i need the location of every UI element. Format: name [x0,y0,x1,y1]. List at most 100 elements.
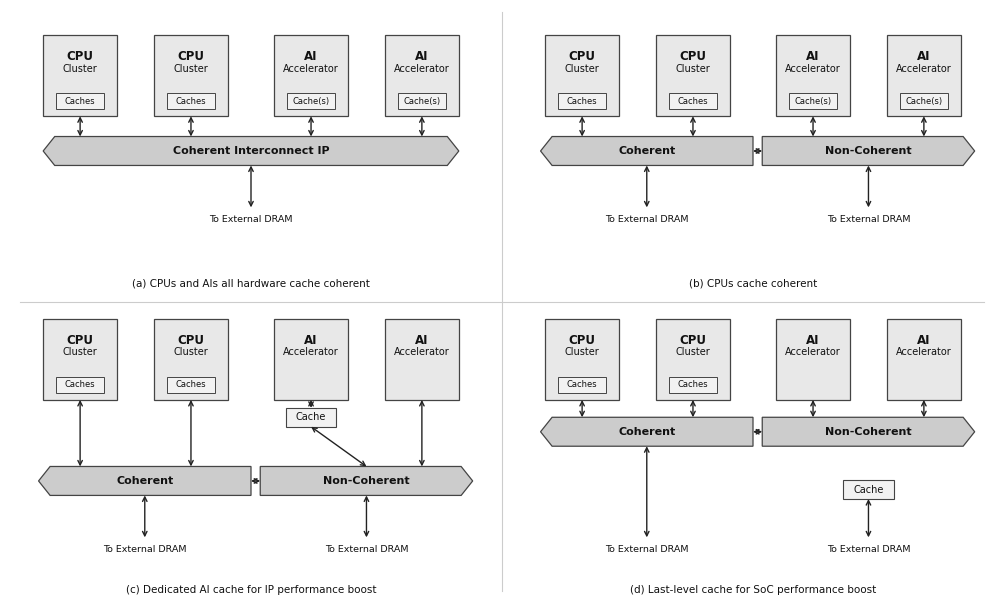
Polygon shape [38,467,251,496]
Text: (d) Last-level cache for SoC performance boost: (d) Last-level cache for SoC performance… [629,585,876,595]
Text: Cache(s): Cache(s) [403,96,440,106]
Polygon shape [761,417,974,446]
FancyBboxPatch shape [886,35,960,116]
Text: To External DRAM: To External DRAM [825,215,910,224]
Text: Cache(s): Cache(s) [292,96,329,106]
FancyBboxPatch shape [668,93,716,109]
Text: To External DRAM: To External DRAM [605,545,688,554]
Text: Non-Coherent: Non-Coherent [824,427,911,437]
FancyBboxPatch shape [655,35,729,116]
Text: Accelerator: Accelerator [784,347,841,357]
Text: CPU: CPU [679,51,706,63]
FancyBboxPatch shape [274,35,348,116]
FancyBboxPatch shape [153,35,228,116]
FancyBboxPatch shape [899,93,947,109]
Text: Caches: Caches [65,96,95,106]
Text: Cluster: Cluster [675,63,710,74]
Text: To External DRAM: To External DRAM [825,545,910,554]
FancyBboxPatch shape [287,93,335,109]
FancyBboxPatch shape [545,319,619,400]
Text: CPU: CPU [66,334,93,347]
FancyBboxPatch shape [775,35,850,116]
Text: Caches: Caches [567,380,597,389]
Text: AI: AI [805,51,819,63]
Text: Caches: Caches [65,380,95,389]
Text: Caches: Caches [677,380,707,389]
FancyBboxPatch shape [558,377,606,393]
FancyBboxPatch shape [397,93,445,109]
Text: AI: AI [805,334,819,347]
Text: (c) Dedicated AI cache for IP performance boost: (c) Dedicated AI cache for IP performanc… [125,585,376,595]
Polygon shape [260,467,472,496]
Text: Cache(s): Cache(s) [793,96,830,106]
FancyBboxPatch shape [43,319,117,400]
Text: CPU: CPU [66,51,93,63]
FancyBboxPatch shape [153,319,228,400]
FancyBboxPatch shape [166,93,215,109]
FancyBboxPatch shape [843,480,893,499]
FancyBboxPatch shape [384,35,458,116]
Text: Cluster: Cluster [62,63,97,74]
Text: (b) CPUs cache coherent: (b) CPUs cache coherent [688,279,816,288]
FancyBboxPatch shape [56,93,104,109]
Text: Caches: Caches [176,96,206,106]
Text: CPU: CPU [568,51,595,63]
Text: Accelerator: Accelerator [895,347,951,357]
Text: AI: AI [916,334,930,347]
Text: Cluster: Cluster [675,347,710,357]
FancyBboxPatch shape [166,377,215,393]
Text: AI: AI [916,51,930,63]
Text: Accelerator: Accelerator [283,347,339,357]
Text: Coherent: Coherent [116,476,174,486]
FancyBboxPatch shape [286,408,336,427]
FancyBboxPatch shape [43,35,117,116]
Text: Caches: Caches [176,380,206,389]
FancyBboxPatch shape [545,35,619,116]
FancyBboxPatch shape [655,319,729,400]
Text: CPU: CPU [178,334,205,347]
Text: Cache: Cache [853,485,883,494]
Text: Cluster: Cluster [564,63,599,74]
Text: (a) CPUs and AIs all hardware cache coherent: (a) CPUs and AIs all hardware cache cohe… [132,279,369,288]
Polygon shape [540,417,752,446]
Text: CPU: CPU [178,51,205,63]
Text: Caches: Caches [567,96,597,106]
Text: To External DRAM: To External DRAM [605,215,688,224]
Text: AI: AI [304,334,318,347]
Text: CPU: CPU [679,334,706,347]
Text: Coherent: Coherent [618,427,675,437]
Text: Cache: Cache [296,412,326,422]
FancyBboxPatch shape [886,319,960,400]
FancyBboxPatch shape [274,319,348,400]
Text: Accelerator: Accelerator [895,63,951,74]
Text: Cluster: Cluster [174,347,209,357]
Text: Cluster: Cluster [62,347,97,357]
Text: Coherent Interconnect IP: Coherent Interconnect IP [173,146,329,156]
Text: Non-Coherent: Non-Coherent [824,146,911,156]
FancyBboxPatch shape [775,319,850,400]
Polygon shape [43,136,458,165]
Text: Cache(s): Cache(s) [905,96,942,106]
Text: Cluster: Cluster [564,347,599,357]
Text: AI: AI [304,51,318,63]
Text: Accelerator: Accelerator [784,63,841,74]
FancyBboxPatch shape [788,93,837,109]
Polygon shape [761,136,974,165]
Polygon shape [540,136,752,165]
Text: Non-Coherent: Non-Coherent [323,476,409,486]
Text: Caches: Caches [677,96,707,106]
FancyBboxPatch shape [56,377,104,393]
FancyBboxPatch shape [384,319,458,400]
Text: Accelerator: Accelerator [393,347,449,357]
Text: AI: AI [414,334,428,347]
Text: CPU: CPU [568,334,595,347]
FancyBboxPatch shape [558,93,606,109]
Text: Accelerator: Accelerator [283,63,339,74]
Text: To External DRAM: To External DRAM [103,545,187,554]
FancyBboxPatch shape [668,377,716,393]
Text: AI: AI [414,51,428,63]
Text: Accelerator: Accelerator [393,63,449,74]
Text: Cluster: Cluster [174,63,209,74]
Text: To External DRAM: To External DRAM [209,215,293,224]
Text: Coherent: Coherent [618,146,675,156]
